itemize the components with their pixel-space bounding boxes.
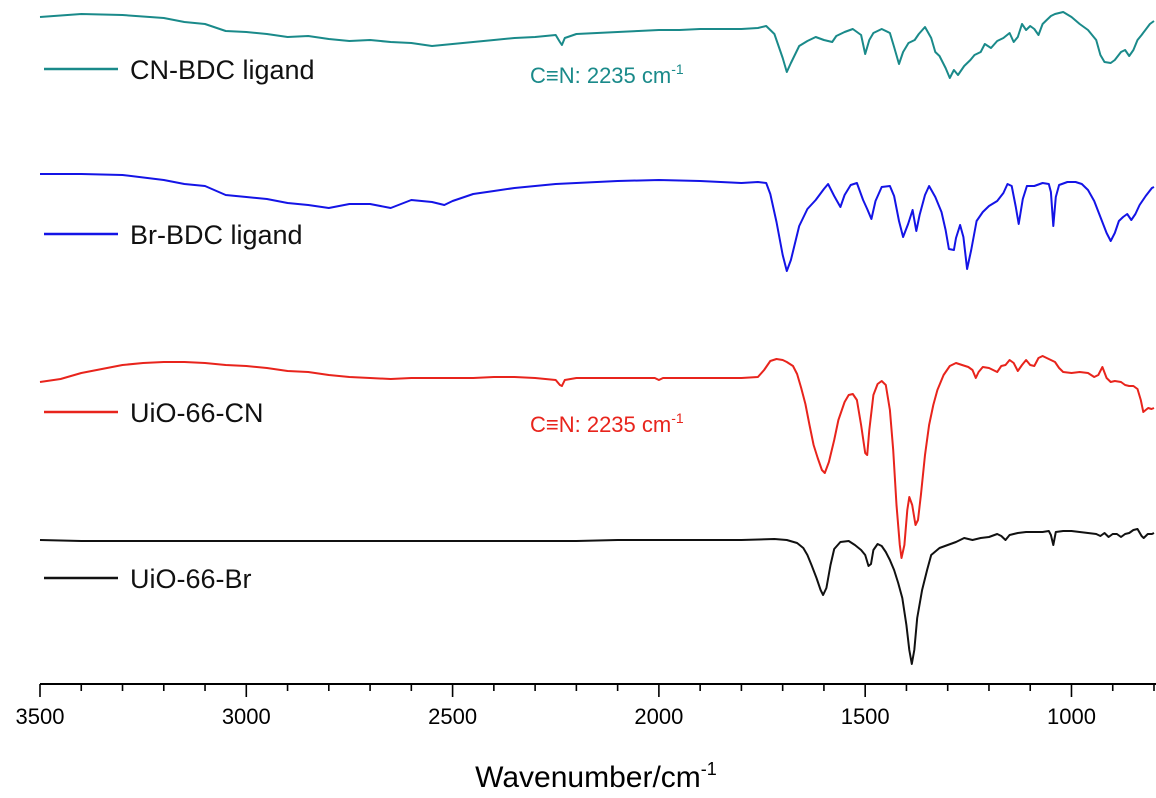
x-tick-label: 1000: [1047, 704, 1096, 729]
x-tick-label: 1500: [841, 704, 890, 729]
series-line-3: [39, 528, 1155, 665]
x-axis-title: Wavenumber/cm-1: [475, 759, 717, 794]
annotation-superscript: -1: [671, 410, 684, 426]
x-tick-label: 2500: [428, 704, 477, 729]
x-tick-label: 3000: [222, 704, 271, 729]
legend-label: Br-BDC ligand: [130, 220, 303, 250]
series-line-1: [40, 173, 1155, 272]
legend-entry: CN-BDC ligand: [44, 55, 315, 85]
legend-entry: UiO-66-CN: [44, 398, 264, 428]
x-axis-title-superscript: -1: [701, 759, 717, 779]
series-line-2: [39, 355, 1155, 559]
legend-label: UiO-66-Br: [130, 564, 252, 594]
legend-entry: UiO-66-Br: [44, 564, 252, 594]
series-layer: [39, 11, 1155, 665]
annotation-text: C≡N: 2235 cm: [530, 63, 671, 88]
x-axis-ticks: 3500 3000 2500 2000 1500 1000: [16, 684, 1155, 729]
annotations: C≡N: 2235 cm-1C≡N: 2235 cm-1: [530, 61, 684, 437]
annotation-superscript: -1: [671, 61, 684, 77]
legend-entry: Br-BDC ligand: [44, 220, 303, 250]
x-tick-label: 3500: [16, 704, 65, 729]
annotation-cn-stretch: C≡N: 2235 cm-1: [530, 61, 684, 88]
x-tick-label: 2000: [634, 704, 683, 729]
legend: CN-BDC ligand Br-BDC ligand UiO-66-CN UiO-6…: [44, 55, 315, 594]
legend-label: CN-BDC ligand: [130, 55, 315, 85]
x-axis-title-text: Wavenumber/cm: [475, 761, 701, 794]
annotation-text: C≡N: 2235 cm: [530, 412, 671, 437]
x-axis: 3500 3000 2500 2000 1500 1000: [16, 683, 1156, 729]
annotation-cn-stretch: C≡N: 2235 cm-1: [530, 410, 684, 437]
series-line-0: [39, 11, 1155, 79]
legend-label: UiO-66-CN: [130, 398, 264, 428]
